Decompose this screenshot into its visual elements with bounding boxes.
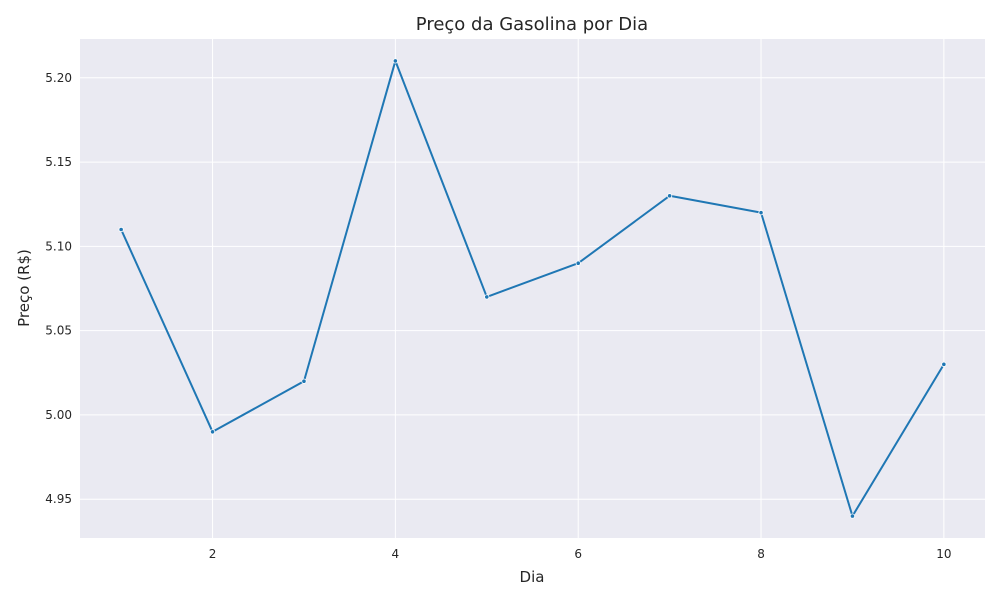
data-point	[575, 260, 581, 266]
y-tick-label: 4.95	[45, 492, 72, 506]
y-tick-label: 5.10	[45, 239, 72, 253]
data-point	[758, 210, 764, 216]
plot-area	[80, 39, 985, 538]
y-tick-label: 5.15	[45, 155, 72, 169]
series-line	[120, 59, 945, 518]
chart-title: Preço da Gasolina por Dia	[416, 14, 648, 35]
y-tick-label: 5.20	[45, 71, 72, 85]
y-tick-label: 5.00	[45, 408, 72, 422]
data-point	[209, 429, 216, 435]
x-tick-label: 4	[392, 547, 400, 561]
y-gridlines	[80, 77, 985, 500]
data-point	[118, 226, 124, 233]
data-point	[484, 294, 490, 300]
x-tick-label: 6	[574, 547, 582, 561]
data-point	[392, 58, 398, 64]
y-axis-label: Preço (R$)	[15, 249, 33, 327]
data-point	[667, 193, 673, 199]
x-tick-label: 8	[757, 547, 765, 561]
series-group	[118, 58, 947, 519]
x-tick-label: 10	[936, 547, 951, 561]
y-tick-label: 5.05	[45, 324, 72, 338]
y-tick-labels: 4.95 5.00 5.05 5.10 5.15 5.20	[45, 71, 72, 506]
x-gridlines	[212, 39, 945, 538]
x-axis-label: Dia	[520, 568, 545, 586]
data-point	[849, 513, 856, 519]
x-tick-label: 2	[209, 547, 217, 561]
x-tick-labels: 2 4 6 8 10	[209, 547, 952, 561]
data-point	[301, 378, 307, 384]
data-point	[941, 361, 947, 367]
